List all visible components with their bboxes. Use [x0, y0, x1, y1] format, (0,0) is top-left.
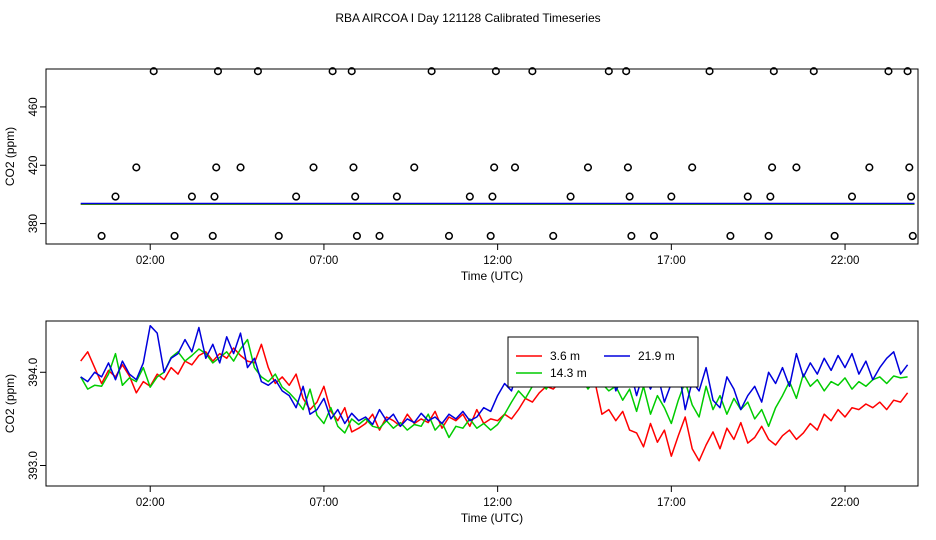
data-point	[444, 231, 454, 241]
data-point	[97, 231, 106, 241]
figure-title: RBA AIRCOA I Day 121128 Calibrated Times…	[335, 11, 600, 25]
data-point	[549, 231, 558, 241]
data-point	[847, 192, 857, 201]
legend: 3.6 m 21.9 m 14.3 m	[507, 336, 699, 388]
data-point	[132, 163, 141, 172]
data-point	[907, 192, 916, 201]
data-point	[347, 67, 356, 76]
y-tick-label: 393.0	[28, 451, 40, 480]
data-point	[351, 192, 360, 201]
y-tick-label: 420	[28, 156, 40, 175]
data-point	[903, 67, 912, 76]
data-point	[623, 163, 632, 172]
x-tick-label: 02:00	[136, 497, 165, 509]
x-tick-label: 07:00	[310, 497, 339, 509]
data-point	[213, 67, 223, 76]
data-point	[309, 163, 318, 172]
data-point	[809, 67, 818, 76]
data-point	[705, 67, 714, 76]
data-point	[764, 231, 773, 241]
data-point	[253, 67, 262, 76]
data-point	[583, 163, 593, 172]
x-tick-label: 07:00	[310, 255, 339, 267]
data-point	[349, 163, 358, 172]
legend-label: 3.6 m	[550, 349, 580, 363]
legend-box	[507, 336, 699, 388]
data-point	[490, 163, 499, 172]
data-point	[905, 163, 914, 172]
x-tick-label: 02:00	[136, 255, 165, 267]
bottom-panel: 02:00 07:00 12:00 17:00 22:00 393.0 394.0 Time …	[3, 320, 919, 525]
x-tick-label: 22:00	[831, 497, 860, 509]
data-point	[792, 163, 801, 172]
top-panel: 02:00 07:00 12:00 17:00 22:00 380 420 460 Time (…	[3, 67, 919, 283]
data-point	[667, 192, 676, 201]
data-point	[769, 67, 778, 76]
data-point	[884, 67, 893, 76]
data-point	[236, 163, 245, 172]
legend-label: 14.3 m	[550, 366, 587, 380]
data-point	[210, 192, 219, 201]
data-point	[274, 231, 283, 241]
data-point	[208, 231, 217, 241]
data-point	[486, 231, 495, 241]
data-point	[743, 192, 752, 201]
data-point	[187, 192, 196, 201]
x-axis-label: Time (UTC)	[461, 511, 523, 525]
data-point	[328, 67, 337, 76]
data-point	[726, 231, 735, 241]
plot-frame	[45, 68, 919, 245]
data-point	[566, 192, 575, 201]
data-point	[622, 67, 631, 76]
x-tick-label: 12:00	[483, 497, 512, 509]
x-tick-label: 22:00	[831, 255, 860, 267]
data-point	[627, 231, 636, 241]
x-axis-label: Time (UTC)	[461, 269, 523, 283]
data-point	[488, 192, 497, 201]
y-tick-label: 380	[28, 214, 40, 233]
series-line-21-9-m	[80, 324, 909, 428]
data-point	[170, 231, 179, 241]
y-tick-label: 394.0	[28, 358, 40, 387]
data-point	[830, 231, 839, 241]
y-axis-label: CO2 (ppm)	[3, 127, 17, 186]
data-point	[908, 231, 917, 241]
data-point	[528, 67, 537, 76]
data-point	[865, 163, 874, 172]
data-point	[111, 192, 120, 201]
x-tick-label: 17:00	[657, 255, 686, 267]
x-tick-label: 17:00	[657, 497, 686, 509]
plot-frame	[45, 320, 919, 487]
data-point	[149, 67, 158, 76]
data-point	[688, 163, 697, 172]
legend-label: 21.9 m	[638, 349, 675, 363]
y-tick-label: 460	[28, 97, 40, 116]
data-point	[292, 192, 301, 201]
data-point	[375, 231, 384, 241]
data-point	[352, 231, 361, 241]
data-point	[427, 67, 436, 76]
data-point	[649, 231, 659, 241]
data-point	[410, 163, 419, 172]
data-point	[212, 163, 221, 172]
y-axis-label: CO2 (ppm)	[3, 374, 17, 433]
series-line-3-6-m	[80, 343, 909, 462]
data-point	[392, 192, 401, 201]
data-point	[625, 192, 634, 201]
data-point	[465, 192, 474, 201]
x-tick-label: 12:00	[483, 255, 512, 267]
data-point	[491, 67, 500, 76]
data-point	[510, 163, 520, 172]
data-point	[768, 163, 777, 172]
data-point	[604, 67, 613, 76]
data-point	[766, 192, 775, 201]
